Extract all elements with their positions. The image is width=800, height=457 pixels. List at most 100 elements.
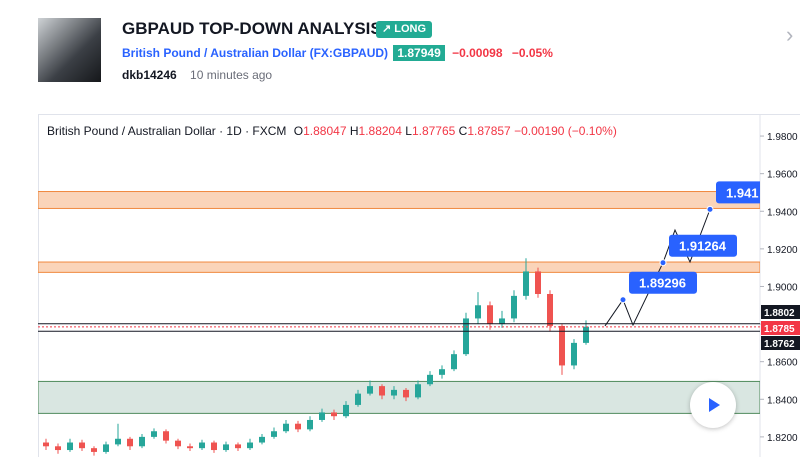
candle-body [139,436,145,447]
candle-body [175,440,181,447]
price-tag [761,305,800,319]
symbol-code[interactable]: (FX:GBPAUD) [309,46,389,60]
author-row: dkb14246 10 minutes ago [122,68,272,82]
candle-body [559,325,565,366]
legend-change: −0.00190 (−0.10%) [514,124,617,138]
legend-c-label: C [458,124,468,138]
candle-body [163,431,169,441]
candle-body [547,293,553,326]
candle-body [571,342,577,366]
badge-text: LONG [394,23,427,35]
badge[interactable]: ↗ LONG [376,21,433,38]
candle-body [391,389,397,396]
candle-body [499,318,505,325]
price: 1.87949 [393,45,445,61]
projection-callout [716,181,760,204]
zone [38,380,760,414]
plot: 1.89296 1.91264 1.941 [38,181,760,456]
play-button[interactable] [690,382,736,428]
y-tick-label: 1.9800 [767,132,798,143]
candle-body [199,442,205,449]
price-tag-label: 1.8785 [764,324,795,335]
candle-body [79,442,85,449]
candle-body [67,442,73,451]
y-tick-label: 1.8400 [767,395,798,406]
legend-o-label: O [293,124,304,138]
candle-body [127,438,133,447]
legend-instrument: British Pound / Australian Dollar · 1D ·… [47,124,287,138]
price-tag [761,336,800,350]
legend-c: 1.87857 [467,124,511,138]
author[interactable]: dkb14246 [122,68,177,82]
candle-body [415,384,421,398]
avatar[interactable] [38,18,101,82]
legend-o: 1.88047 [303,124,347,138]
legend-l: 1.87765 [411,124,456,138]
legend-h: 1.88204 [358,124,402,138]
legend-h-label: H [349,124,359,138]
idea-title: GBPAUD TOP-DOWN ANALYSIS [122,19,382,38]
candle-body [535,271,541,294]
price-tag [761,321,800,335]
candle-body [583,326,589,343]
candle-body [367,386,373,394]
y-tick-label: 1.8600 [767,358,798,369]
candle-body [103,444,109,452]
chart-frame [38,114,800,457]
symbol-row: British Pound / Australian Dollar (FX:GB… [122,45,553,61]
candle-body [283,423,289,432]
candle-body [115,438,121,445]
zone [38,261,760,273]
candle-body [235,444,241,449]
time: 10 minutes ago [190,68,273,82]
candle-body [403,389,409,398]
candle-body [247,442,253,449]
projection-point [659,259,667,267]
candle-body [355,393,361,405]
symbol-name[interactable]: British Pound / Australian Dollar [122,46,307,60]
projection-point [706,205,714,213]
candle-body [475,305,481,319]
candle-body [259,436,265,443]
change: −0.00098 [452,46,503,60]
chart-legend: British Pound / Australian Dollar · 1D ·… [47,124,617,138]
projection-point [619,296,627,304]
candle-body [379,386,385,396]
projection-callout [629,271,697,294]
legend-l-label: L [405,124,412,138]
candle-body [223,444,229,451]
candle-body [43,442,49,447]
candle-body [523,271,529,296]
candle-body [439,369,445,375]
candle-body [211,442,217,451]
candle-body [331,412,337,417]
y-tick-label: 1.9600 [767,170,798,181]
zone [38,191,760,209]
projection-label: 1.91264 [679,239,727,254]
y-tick-label: 1.9000 [767,282,798,293]
projection-callout [669,234,737,257]
projection-label: 1.941 [726,185,759,200]
y-tick-label: 1.9400 [767,207,798,218]
change-pct: −0.05% [511,46,553,60]
candle-body [427,374,433,385]
projection-label: 1.89296 [639,276,686,291]
candle-body [295,423,301,430]
candle-body [343,404,349,417]
y-tick-label: 1.8200 [767,433,798,444]
candle-body [91,448,97,452]
candle-body [151,431,157,437]
candle-body [487,305,493,325]
price-tag-label: 1.8762 [764,339,795,350]
play-icon [709,398,720,412]
candle-body [511,295,517,319]
candle-body [307,419,313,430]
y-tick-label: 1.9200 [767,245,798,256]
candle-body [187,446,193,449]
price-tag-label: 1.8802 [764,308,795,319]
candle-body [55,446,61,451]
candle-body [463,318,469,355]
close-button[interactable]: › [786,22,794,47]
